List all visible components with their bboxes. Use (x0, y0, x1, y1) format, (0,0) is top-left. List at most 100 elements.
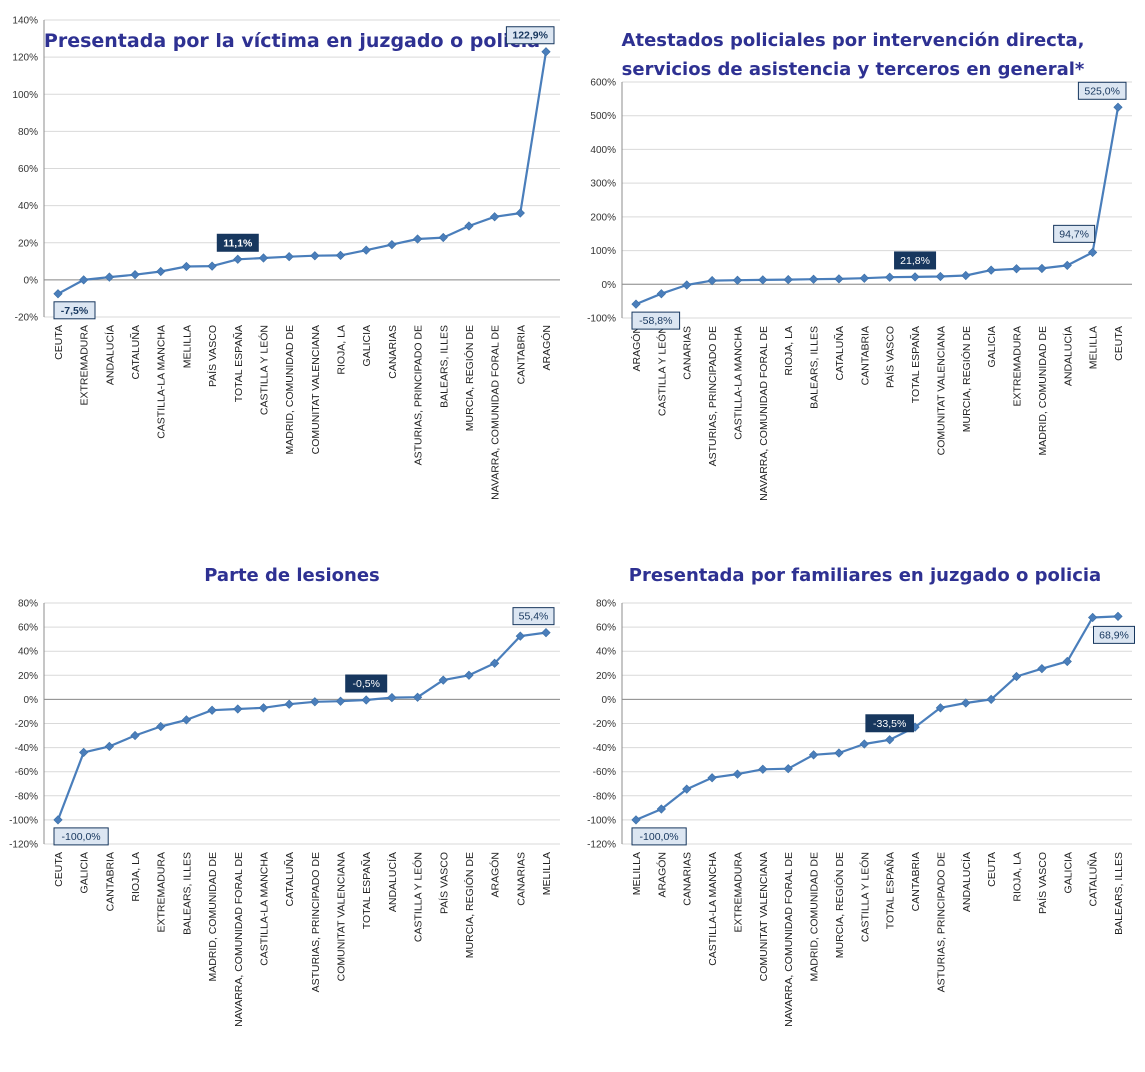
data-label-box (216, 233, 259, 252)
series-line (57, 51, 548, 295)
y-tick-label: 120% (12, 53, 38, 64)
y-tick-label: 80% (18, 599, 38, 610)
x-tick-label: ANDALUCÍA (1061, 326, 1074, 386)
data-label-text: -100,0% (640, 831, 679, 843)
x-tick-label: CEUTA (53, 325, 65, 360)
data-label-box (1077, 81, 1127, 100)
x-tick-label: ASTURIAS, PRINCIPADO DE (413, 325, 425, 465)
data-point (859, 273, 869, 283)
y-tick-label: 400% (590, 145, 616, 156)
data-point (935, 703, 946, 713)
data-point (156, 266, 166, 277)
x-tick-label: ANDALUCÍA (103, 325, 116, 385)
data-point (859, 739, 869, 749)
x-tick-label: CASTILLA-LA MANCHA (156, 325, 168, 439)
x-tick-label: RIOJA, LA (130, 852, 142, 902)
x-tick-label: CANTABRIA (910, 852, 922, 911)
data-label: -33,5% (865, 714, 914, 733)
data-point (935, 271, 946, 282)
series-line (635, 615, 1119, 821)
data-point (284, 699, 294, 709)
x-tick-label: NAVARRA, COMUNIDAD FORAL DE (233, 852, 245, 1027)
data-point (361, 245, 371, 255)
y-tick-label: 60% (18, 623, 38, 634)
x-tick-label: MELILLA (1088, 326, 1100, 369)
x-tick-label: RIOJA, LA (783, 326, 795, 376)
x-tick-label: MELILLA (541, 852, 553, 895)
data-point (515, 631, 525, 641)
y-tick-label: 0% (24, 275, 39, 286)
data-label-box (345, 674, 388, 693)
data-point (834, 274, 844, 284)
data-point (361, 695, 371, 705)
data-point (885, 272, 895, 282)
x-tick-label: CANARIAS (682, 326, 694, 380)
x-tick-label: CASTILLA Y LEÓN (257, 325, 270, 415)
x-tick-label: PAÍS VASCO (437, 852, 450, 914)
x-tick-label: MURCIA, REGIÓN DE (960, 326, 973, 432)
data-label-text: -7,5% (61, 305, 89, 317)
data-label: 68,9% (1093, 625, 1135, 644)
data-label: -7,5% (53, 301, 96, 320)
data-point (631, 815, 641, 825)
y-tick-label: 40% (18, 201, 38, 212)
data-point (130, 270, 140, 280)
data-point (783, 764, 793, 774)
data-point (783, 274, 793, 285)
data-point (79, 747, 89, 758)
y-tick-label: -120% (9, 840, 38, 851)
x-tick-label: MURCIA, REGIÓN DE (833, 852, 846, 958)
data-point (233, 704, 243, 714)
data-label: -100,0% (631, 827, 687, 846)
data-label: -58,8% (631, 311, 681, 330)
data-point (53, 815, 63, 825)
y-tick-label: 40% (596, 647, 616, 658)
data-point (207, 261, 217, 271)
data-point (310, 697, 320, 707)
data-point (181, 261, 192, 272)
series-line (56, 631, 547, 821)
data-point (961, 698, 971, 708)
data-point (986, 265, 996, 275)
y-tick-label: 20% (18, 238, 38, 249)
data-label-box (894, 251, 937, 270)
data-point (885, 735, 895, 745)
data-label-text: -0,5% (352, 678, 379, 690)
x-tick-label: CEUTA (1113, 326, 1125, 361)
x-tick-label: CANARIAS (515, 852, 527, 906)
data-point (808, 750, 819, 760)
x-tick-label: PAÍS VASCO (206, 325, 219, 387)
y-tick-label: -80% (15, 791, 38, 802)
x-tick-label: CASTILLA-LA MANCHA (707, 852, 719, 966)
x-tick-label: ASTURIAS, PRINCIPADO DE (935, 852, 947, 992)
y-tick-label: -20% (15, 719, 38, 730)
x-tick-label: EXTREMADURA (156, 852, 168, 933)
x-tick-label: ANDALUCÍA (386, 852, 399, 912)
x-tick-label: TOTAL ESPAÑA (884, 852, 897, 929)
y-tick-label: -120% (587, 840, 616, 851)
chart-title: Presentada por la víctima en juzgado o p… (44, 30, 540, 52)
chart-title: Atestados policiales por intervención di… (622, 30, 1085, 51)
x-tick-label: PAÍS VASCO (1036, 852, 1049, 914)
x-tick-label: EXTREMADURA (732, 852, 744, 933)
data-label-box (631, 827, 687, 846)
x-tick-label: GALICIA (79, 852, 91, 893)
data-point (732, 769, 743, 779)
data-point (490, 658, 500, 668)
data-point (438, 675, 448, 685)
series-line (635, 107, 1120, 306)
y-tick-label: 20% (596, 671, 616, 682)
x-tick-label: CATALUÑA (833, 326, 846, 380)
y-tick-label: 60% (18, 164, 38, 175)
data-label-box (865, 714, 914, 733)
x-tick-label: BALEARS, ILLES (1113, 852, 1125, 935)
x-tick-label: ASTURIAS, PRINCIPADO DE (310, 852, 322, 992)
data-label: 11,1% (216, 233, 259, 252)
x-tick-label: CATALUÑA (283, 852, 296, 906)
chart-title: Presentada por familiares en juzgado o p… (629, 565, 1101, 586)
x-tick-label: CANTABRIA (859, 326, 871, 385)
x-tick-label: NAVARRA, COMUNIDAD FORAL DE (490, 325, 502, 500)
data-label-text: 55,4% (519, 611, 549, 623)
x-tick-label: MADRID, COMUNIDAD DE (1037, 326, 1049, 456)
data-label-text: 11,1% (223, 237, 253, 249)
